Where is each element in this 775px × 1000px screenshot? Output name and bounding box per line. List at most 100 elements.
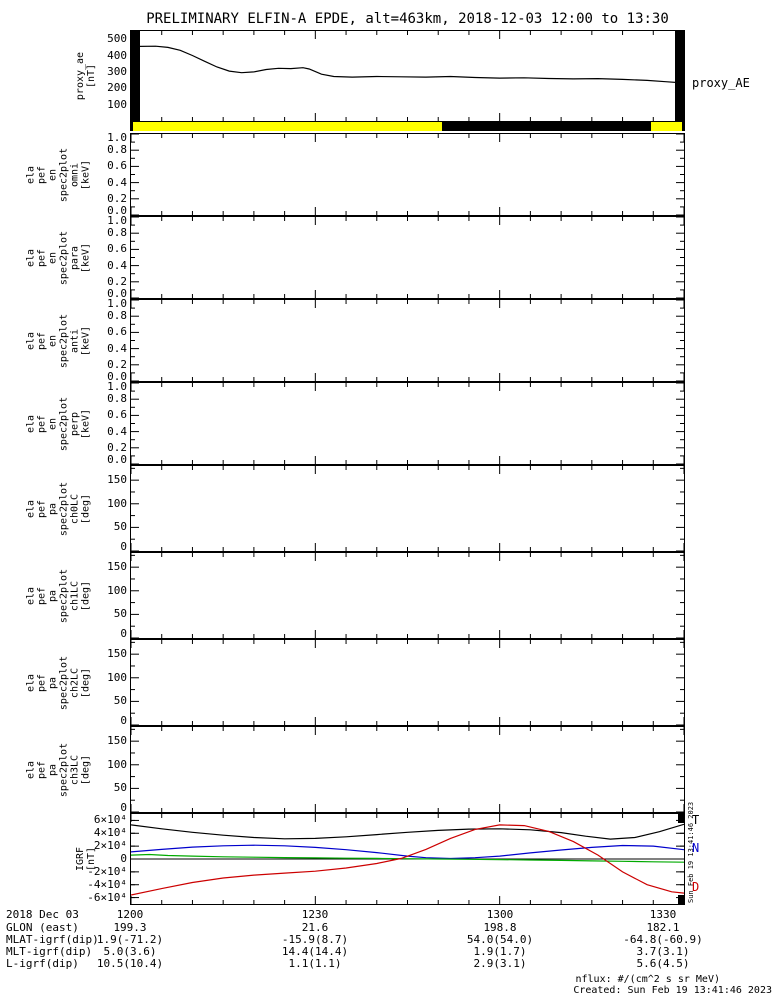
y-tick-label: 4×10⁴	[93, 826, 127, 840]
table-value: 182.1	[646, 921, 680, 934]
y-tick-label: 50	[113, 607, 127, 621]
table-value: 54.0(54.0)	[466, 933, 534, 946]
tick-marks	[131, 31, 684, 121]
table-row-label: MLAT-igrf(dip)	[6, 933, 99, 946]
y-tick-label: 6×10⁴	[93, 813, 127, 827]
y-tick-label: 400	[107, 48, 127, 62]
tick-marks	[131, 640, 684, 725]
panel-pa_ch0	[130, 465, 685, 552]
table-value: 1.1(1.1)	[288, 957, 342, 970]
panel-canvas-igrf	[131, 814, 684, 904]
y-tick-label: 50	[113, 781, 127, 795]
series-D-line	[131, 824, 684, 896]
y-tick-label: 0.8	[107, 309, 127, 323]
plot-title: PRELIMINARY ELFIN-A EPDE, alt=463km, 201…	[146, 11, 669, 27]
orbit-strip	[130, 122, 685, 131]
table-value: 1.9(-71.2)	[96, 933, 164, 946]
y-tick-label: 0.4	[107, 175, 127, 189]
y-axis-label-en_para: ela pef en spec2plot para [keV]	[25, 230, 91, 285]
y-tick-label: 1.0	[107, 297, 127, 310]
orbit-strip-segment	[650, 122, 682, 131]
y-tick-label: 150	[107, 734, 127, 748]
y-tick-label: 0.6	[107, 242, 127, 256]
table-value: 199.3	[113, 921, 147, 934]
table-value: -15.9(8.7)	[281, 933, 349, 946]
y-tick-label: 100	[107, 496, 127, 510]
orbit-strip-segment	[133, 122, 443, 131]
panel-canvas-en_para	[131, 217, 684, 298]
y-axis-label-pa_ch2: ela pef pa spec2plot ch2LC [deg]	[25, 655, 91, 710]
panel-pa_ch3	[130, 726, 685, 813]
y-tick-label: 0	[120, 801, 127, 814]
y-axis-label-pa_ch3: ela pef pa spec2plot ch3LC [deg]	[25, 742, 91, 797]
table-value: 3.7(3.1)	[636, 945, 690, 958]
table-value: 21.6	[301, 921, 329, 934]
panel-canvas-en_anti	[131, 300, 684, 381]
y-tick-label: 0.8	[107, 143, 127, 157]
table-value: 5.0(3.6)	[103, 945, 157, 958]
panel-pa_ch2	[130, 639, 685, 726]
trace-label-N: N	[692, 840, 700, 855]
table-value: 14.4(14.4)	[281, 945, 349, 958]
y-axis-label-pa_ch0: ela pef pa spec2plot ch0LC [deg]	[25, 481, 91, 536]
panel-canvas-pa_ch1	[131, 553, 684, 638]
y-tick-label: 100	[107, 97, 127, 111]
y-tick-label: 50	[113, 694, 127, 708]
y-tick-label: 100	[107, 583, 127, 597]
y-tick-label: 150	[107, 647, 127, 661]
time-tick-label: 1300	[486, 908, 514, 921]
tick-marks	[131, 814, 684, 904]
y-tick-label: 1.0	[107, 380, 127, 393]
panel-en_anti	[130, 299, 685, 382]
y-tick-label: 0	[120, 852, 127, 865]
y-axis-label-en_omni: ela pef en spec2plot omni [keV]	[25, 147, 91, 202]
time-tick-label: 1200	[116, 908, 144, 921]
tick-marks	[131, 217, 684, 298]
tick-marks	[131, 727, 684, 812]
y-tick-label: 0.0	[107, 204, 127, 217]
series-N-line	[131, 844, 684, 860]
y-tick-label: 150	[107, 473, 127, 487]
trace-label-T: T	[692, 813, 700, 828]
axis-hatch-left	[131, 31, 140, 121]
y-tick-label: 100	[107, 757, 127, 771]
y-tick-label: 0.6	[107, 408, 127, 422]
tick-marks	[131, 553, 684, 638]
tick-marks	[131, 300, 684, 381]
table-value: 1.9(1.7)	[473, 945, 527, 958]
series-T-line	[131, 823, 684, 840]
table-value: 5.6(4.5)	[636, 957, 690, 970]
y-tick-label: 300	[107, 64, 127, 78]
table-row-label: L-igrf(dip)	[6, 957, 79, 970]
table-row-label: MLT-igrf(dip)	[6, 945, 93, 958]
created-timestamp: Created: Sun Feb 19 13:41:46 2023	[573, 985, 772, 996]
y-tick-label: 50	[113, 520, 127, 534]
y-tick-label: 0.0	[107, 453, 127, 466]
y-axis-label-en_anti: ela pef en spec2plot anti [keV]	[25, 313, 91, 368]
table-value: 2.9(3.1)	[473, 957, 527, 970]
panel-canvas-en_omni	[131, 134, 684, 215]
trace-label-proxy_AE: proxy_AE	[692, 76, 750, 91]
y-tick-label: 0.0	[107, 370, 127, 383]
table-value: 198.8	[483, 921, 517, 934]
y-tick-label: 0.2	[107, 274, 127, 288]
panel-en_perp	[130, 382, 685, 465]
y-axis-label-proxy_ae: proxy_ae [nT]	[75, 51, 97, 101]
y-tick-label: -2×10⁴	[87, 864, 127, 878]
panel-canvas-proxy_ae	[131, 31, 684, 121]
series-E-line	[131, 853, 684, 863]
y-tick-label: 0.0	[107, 287, 127, 300]
y-tick-label: 0.8	[107, 226, 127, 240]
y-tick-label: 0.2	[107, 191, 127, 205]
y-axis-label-pa_ch1: ela pef pa spec2plot ch1LC [deg]	[25, 568, 91, 623]
tick-marks	[131, 466, 684, 551]
panel-canvas-pa_ch2	[131, 640, 684, 725]
y-tick-label: 500	[107, 32, 127, 46]
tick-marks	[131, 134, 684, 215]
table-row-label: GLON (east)	[6, 921, 79, 934]
y-tick-label: 0.2	[107, 357, 127, 371]
orbit-strip-segment	[442, 122, 651, 131]
panel-proxy_ae	[130, 30, 685, 122]
series-proxy_AE-line	[131, 45, 684, 84]
axis-hatch-top-right	[678, 814, 684, 823]
